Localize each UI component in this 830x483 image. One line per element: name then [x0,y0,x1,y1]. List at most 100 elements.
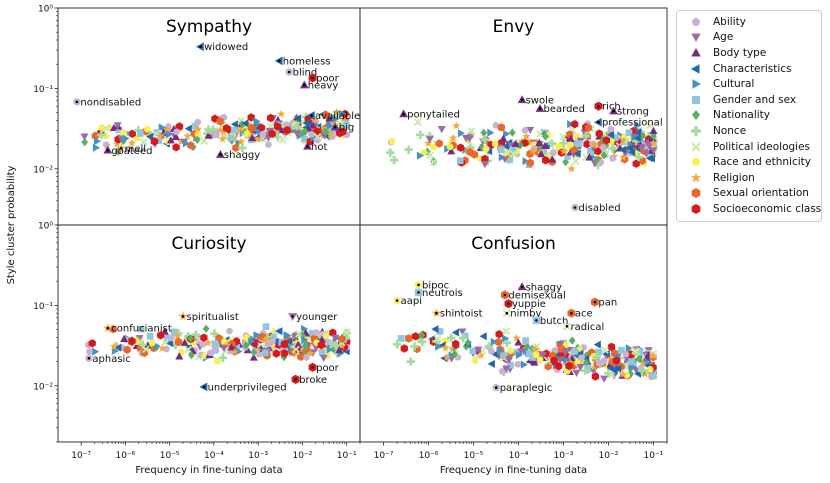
data-point [259,131,266,138]
data-point [606,130,615,139]
panel-title: Confusion [471,234,556,254]
data-point [235,347,243,356]
point-label: shaggy [526,282,562,293]
y-axis-label: Style cluster probability [6,166,17,285]
data-point [487,359,495,368]
data-point [556,341,565,349]
legend-marker-icon [692,158,700,167]
data-point [172,132,180,140]
labeled-point-dot [199,45,202,48]
data-point [576,356,585,365]
data-point [318,349,326,356]
data-point [469,347,477,355]
data-point [168,334,175,342]
data-point [183,131,192,140]
data-point [424,138,433,147]
point-label: professional [602,118,663,129]
point-label: rich [602,102,621,113]
data-point [213,130,220,138]
data-point [339,127,347,136]
labeled-point-dot [417,291,420,294]
data-point [414,118,422,126]
legend-label: Nationality [713,109,771,122]
data-point [583,140,591,149]
data-point [555,142,562,150]
data-point [238,143,247,153]
data-point [495,330,503,339]
data-point [184,343,192,352]
data-point [585,153,594,161]
point-label: ponytailed [407,110,460,121]
data-point [263,332,272,342]
point-label: poor [316,363,340,374]
data-point [227,134,235,142]
data-point [637,366,647,375]
labeled-point-dot [402,112,405,116]
data-point [638,156,646,165]
data-point [459,333,468,343]
labeled-point-dot [505,311,509,315]
data-point [146,332,154,340]
data-point [607,342,616,352]
data-point [272,349,280,358]
legend-label: Political ideologies [713,140,811,153]
data-point [138,340,147,349]
legend-label: Religion [713,171,755,184]
data-point [203,338,213,347]
x-tick-label: 10⁻⁶ [419,451,439,461]
legend-label: Nonce [713,124,747,137]
data-point [273,122,282,131]
data-point [232,143,240,152]
data-point [498,367,506,375]
data-point [502,334,510,343]
data-point [572,157,580,166]
data-point [426,151,435,160]
data-point [635,354,643,363]
data-point [171,340,180,350]
data-point [261,335,270,344]
data-point [184,345,192,354]
data-point [254,127,262,136]
data-point [338,109,346,118]
data-point [292,122,301,131]
data-point [292,345,300,354]
labeled-point-dot [520,285,524,289]
data-point [536,129,544,138]
data-point [306,349,315,358]
data-point [437,126,446,134]
labeled-point-dot [219,153,222,156]
legend-marker-icon [691,142,701,152]
labeled-point-dot [75,100,79,104]
data-point [442,353,452,362]
x-tick-label: 10⁻⁶ [115,451,135,461]
point-label: homeless [283,56,331,67]
data-point [148,339,156,347]
data-point [420,149,428,156]
data-point [563,355,571,364]
data-point [458,328,467,336]
data-point [500,155,509,163]
data-point [515,351,523,359]
panel-envy: swole rich bearded strong ponytailed professi… [359,7,668,226]
data-point [649,138,658,147]
point-label: poor [316,73,340,84]
data-point [265,141,272,148]
data-point [227,343,236,351]
data-point [432,337,441,346]
data-point [309,121,318,129]
data-point [632,159,640,168]
data-point [628,358,636,366]
legend-marker-icon [691,33,701,43]
y-tick-label: 10⁻¹ [33,85,53,95]
legend-marker-icon [691,203,701,214]
y-tick-label: 10⁰ [38,5,53,15]
data-point [525,138,534,147]
data-point [297,352,305,361]
data-point [215,334,223,343]
data-point [329,338,338,348]
data-point [173,128,181,136]
x-tick-label: 10⁻¹ [337,451,357,461]
legend-marker-icon [692,17,700,26]
data-point [275,327,283,336]
legend-marker-icon [691,47,701,57]
